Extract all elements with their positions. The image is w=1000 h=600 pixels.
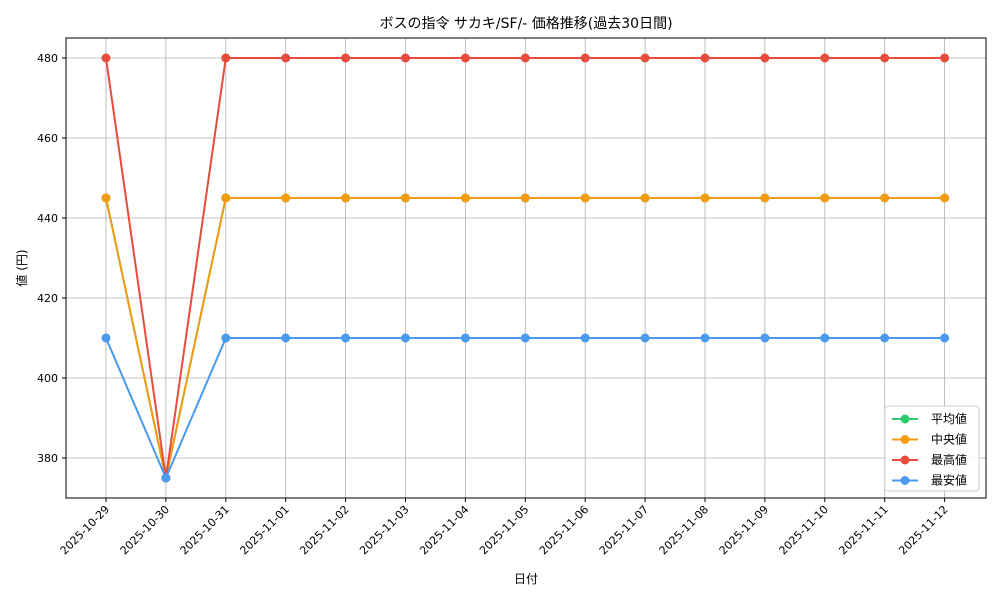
data-point xyxy=(460,53,470,63)
legend-label: 平均値 xyxy=(931,411,967,426)
data-point xyxy=(221,333,231,343)
x-tick-label: 2025-11-08 xyxy=(657,503,711,557)
grid-lines xyxy=(66,38,986,498)
data-point xyxy=(341,333,351,343)
x-tick-label: 2025-11-03 xyxy=(357,503,411,557)
x-axis: 2025-10-29 2025-10-30 2025-10-31 2025-11-01… xyxy=(58,498,951,557)
y-tick-label: 460 xyxy=(37,132,58,145)
data-point xyxy=(401,193,410,203)
data-point xyxy=(580,53,590,63)
y-tick-label: 480 xyxy=(37,52,58,65)
data-point xyxy=(580,193,590,203)
data-point xyxy=(460,193,470,203)
data-point xyxy=(101,53,111,63)
data-point xyxy=(520,333,530,343)
legend-marker xyxy=(900,435,910,444)
chart-title: ボスの指令 サカキ/SF/- 価格推移(過去30日間) xyxy=(379,16,672,32)
data-point xyxy=(880,333,890,343)
series-layer xyxy=(101,53,950,483)
data-point xyxy=(520,193,530,203)
data-point xyxy=(580,333,590,343)
data-point xyxy=(640,333,650,343)
legend-entry: 平均値 xyxy=(892,411,967,426)
data-point xyxy=(820,333,830,343)
data-point xyxy=(700,193,710,203)
data-point xyxy=(760,193,770,203)
data-point xyxy=(640,193,650,203)
data-point xyxy=(880,193,890,203)
series-3 xyxy=(101,333,950,483)
y-tick-label: 400 xyxy=(37,372,58,385)
data-point xyxy=(700,53,710,63)
y-axis: 380 400 420 440 460 480 xyxy=(37,52,66,465)
x-tick-label: 2025-10-30 xyxy=(118,503,172,557)
data-point xyxy=(880,53,890,63)
data-point xyxy=(460,333,470,343)
legend-entry: 最高値 xyxy=(892,452,967,467)
legend-label: 中央値 xyxy=(931,432,967,447)
y-tick-label: 440 xyxy=(37,212,58,225)
y-tick-label: 380 xyxy=(37,452,58,465)
x-tick-label: 2025-11-05 xyxy=(477,503,531,557)
x-tick-label: 2025-11-10 xyxy=(777,503,831,557)
legend-label: 最安値 xyxy=(931,473,967,488)
x-tick-label: 2025-11-09 xyxy=(717,503,771,557)
x-tick-label: 2025-11-04 xyxy=(417,503,471,557)
data-point xyxy=(221,53,231,63)
data-point xyxy=(281,193,291,203)
data-point xyxy=(341,193,351,203)
y-axis-label: 値 (円) xyxy=(14,249,29,286)
data-point xyxy=(221,193,231,203)
data-point xyxy=(101,333,111,343)
x-tick-label: 2025-11-11 xyxy=(836,503,890,557)
data-point xyxy=(820,53,830,63)
x-tick-label: 2025-11-07 xyxy=(597,503,651,557)
x-tick-label: 2025-10-31 xyxy=(178,503,232,557)
x-tick-label: 2025-10-29 xyxy=(58,503,112,557)
data-point xyxy=(760,333,770,343)
data-point xyxy=(700,333,710,343)
legend-box xyxy=(884,405,980,492)
legend-marker xyxy=(900,414,910,424)
y-tick-label: 420 xyxy=(37,292,58,305)
data-point xyxy=(640,53,650,63)
x-tick-label: 2025-11-01 xyxy=(237,503,291,557)
x-tick-label: 2025-11-06 xyxy=(537,503,591,557)
data-point xyxy=(940,193,950,203)
x-axis-label: 日付 xyxy=(514,572,538,586)
data-point xyxy=(820,193,830,203)
legend-marker xyxy=(900,476,910,485)
data-point xyxy=(281,53,291,63)
legend-entry: 中央値 xyxy=(892,432,967,447)
data-point xyxy=(520,53,530,63)
legend-entry: 最安値 xyxy=(892,473,967,488)
data-point xyxy=(101,193,111,203)
data-point xyxy=(281,333,291,343)
data-point xyxy=(940,333,950,343)
x-tick-label: 2025-11-02 xyxy=(297,503,351,557)
x-tick-label: 2025-11-12 xyxy=(896,503,950,557)
data-point xyxy=(161,473,171,483)
data-point xyxy=(401,53,410,63)
data-point xyxy=(760,53,770,63)
data-point xyxy=(940,53,950,63)
plot-frame xyxy=(65,37,987,499)
data-point xyxy=(401,333,410,343)
data-point xyxy=(341,53,351,63)
legend-marker xyxy=(900,455,910,465)
legend-label: 最高値 xyxy=(931,452,967,467)
